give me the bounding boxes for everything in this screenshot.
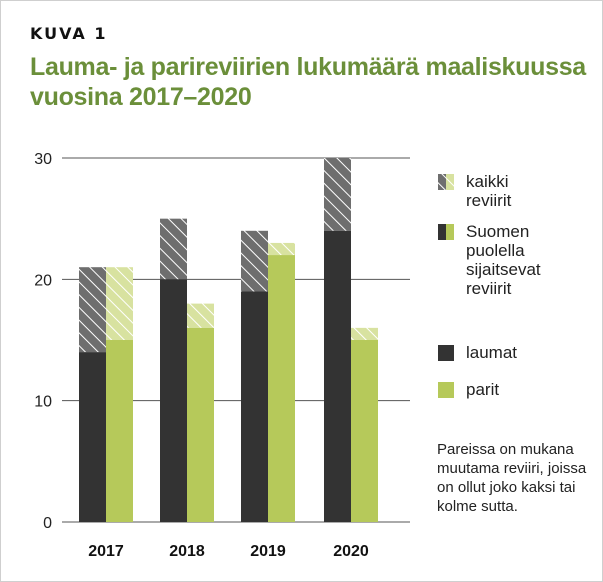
legend-label-3: parit [466, 380, 499, 399]
bar-parit-2018-total-extra [187, 303, 214, 328]
y-tick-10: 10 [34, 394, 52, 411]
bar-laumat-2017-total-extra [79, 267, 106, 353]
y-tick-20: 20 [34, 272, 52, 289]
chart-note: Pareissa on mukana muutama reviiri, jois… [437, 441, 587, 515]
bar-laumat-2020-total-extra [324, 158, 351, 231]
bar-laumat-2017 [79, 352, 106, 522]
bar-parit-2019 [268, 255, 295, 523]
x-tick-2018: 2018 [169, 543, 205, 560]
legend-swatch-3 [438, 382, 454, 398]
bar-parit-2019-total-extra [268, 242, 295, 256]
bar-laumat-2019-total-extra [241, 230, 268, 292]
x-tick-2019: 2019 [250, 543, 286, 560]
x-tick-2020: 2020 [333, 543, 369, 560]
legend-swatch-2 [438, 345, 454, 361]
bar-laumat-2018-total-extra [160, 218, 187, 280]
bar-laumat-2019 [241, 291, 268, 522]
bar-parit-2020 [351, 340, 378, 522]
y-tick-0: 0 [43, 515, 52, 532]
y-tick-30: 30 [34, 151, 52, 168]
legend-label-2: laumat [466, 343, 517, 362]
y-tick-labels: 0 10 20 30 [34, 151, 52, 532]
legend-swatch-1 [438, 224, 454, 240]
chart-title: Lauma- ja parireviirien lukumäärä maalis… [30, 53, 586, 111]
bar-parit-2020-total-extra [351, 327, 378, 340]
bar-parit-2018 [187, 327, 214, 522]
bar-laumat-2020 [324, 230, 351, 523]
x-tick-labels: 2017 2018 2019 2020 [88, 543, 369, 560]
legend-label-1: Suomen puolella sijaitsevat reviirit [466, 222, 541, 298]
figure-label: KUVA 1 [30, 24, 108, 43]
bar-laumat-2018 [160, 279, 187, 522]
legend: kaikki reviirit Suomen puolella sijaitsevat r… [438, 172, 541, 399]
bars [79, 158, 378, 523]
bar-parit-2017-total-extra [106, 267, 133, 340]
legend-label-0: kaikki reviirit [466, 172, 512, 210]
x-tick-2017: 2017 [88, 543, 124, 560]
bar-parit-2017 [106, 340, 133, 522]
legend-swatch-0 [438, 174, 454, 190]
